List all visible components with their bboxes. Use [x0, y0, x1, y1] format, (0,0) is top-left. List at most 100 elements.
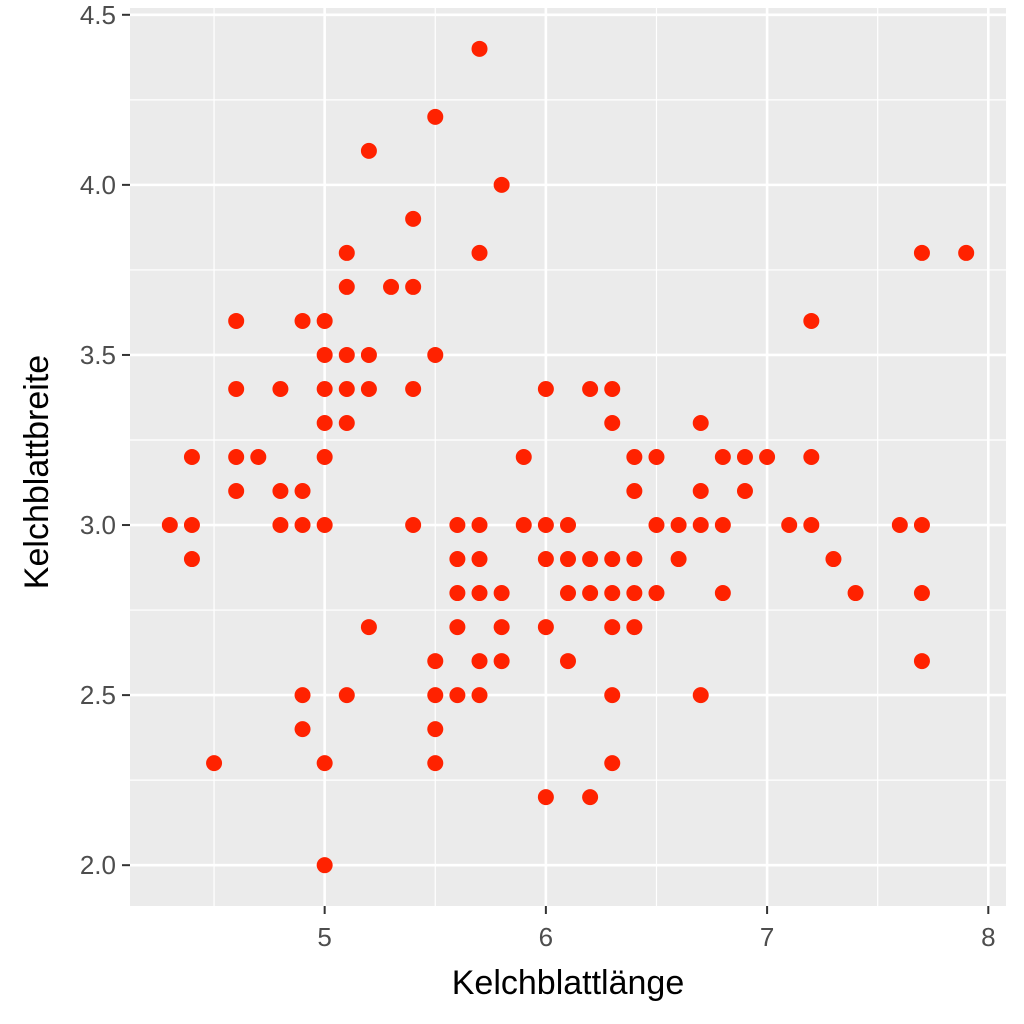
data-point: [427, 653, 444, 670]
data-point: [338, 380, 355, 397]
data-point: [825, 551, 842, 568]
data-point: [493, 176, 510, 193]
data-point: [206, 755, 223, 772]
y-tick-label: 3.5: [80, 340, 116, 370]
data-point: [449, 619, 466, 636]
data-point: [537, 551, 554, 568]
data-point: [449, 551, 466, 568]
data-point: [427, 755, 444, 772]
data-point: [316, 857, 333, 874]
data-point: [228, 312, 245, 329]
data-point: [316, 755, 333, 772]
data-point: [316, 380, 333, 397]
data-point: [626, 551, 643, 568]
data-point: [471, 653, 488, 670]
data-point: [493, 619, 510, 636]
data-point: [250, 449, 267, 465]
y-tick-label: 3.0: [80, 510, 116, 540]
data-point: [626, 449, 643, 465]
data-point: [360, 380, 377, 397]
data-points: [161, 40, 975, 874]
y-tick-label: 4.5: [80, 0, 116, 30]
data-point: [692, 483, 709, 500]
data-point: [471, 517, 488, 534]
data-point: [183, 551, 200, 568]
data-point: [537, 517, 554, 534]
data-point: [803, 449, 820, 465]
data-point: [360, 346, 377, 363]
data-point: [781, 517, 798, 534]
data-point: [493, 585, 510, 602]
data-point: [316, 414, 333, 431]
data-point: [316, 449, 333, 465]
x-axis: 5 6 7 8: [317, 906, 996, 952]
data-point: [449, 585, 466, 602]
data-point: [648, 449, 665, 465]
data-point: [913, 653, 930, 670]
data-point: [228, 449, 245, 465]
data-point: [692, 687, 709, 704]
data-point: [604, 619, 621, 636]
data-point: [604, 551, 621, 568]
data-point: [427, 108, 444, 125]
data-point: [272, 517, 289, 534]
data-point: [582, 585, 599, 602]
data-point: [405, 517, 422, 534]
data-point: [670, 517, 687, 534]
data-point: [161, 517, 178, 534]
data-point: [648, 517, 665, 534]
data-point: [228, 483, 245, 500]
data-point: [272, 380, 289, 397]
data-point: [449, 687, 466, 704]
data-point: [913, 517, 930, 534]
data-point: [427, 346, 444, 363]
data-point: [449, 517, 466, 534]
data-point: [316, 346, 333, 363]
data-point: [913, 585, 930, 602]
data-point: [294, 483, 311, 500]
data-point: [692, 517, 709, 534]
y-tick-label: 2.0: [80, 850, 116, 880]
data-point: [471, 585, 488, 602]
data-point: [338, 346, 355, 363]
x-tick-label: 5: [317, 922, 331, 952]
data-point: [360, 619, 377, 636]
data-point: [958, 244, 975, 261]
y-tick-label: 2.5: [80, 680, 116, 710]
data-point: [692, 414, 709, 431]
data-point: [228, 380, 245, 397]
data-point: [183, 449, 200, 465]
data-point: [360, 142, 377, 159]
data-point: [604, 585, 621, 602]
data-point: [582, 789, 599, 806]
data-point: [405, 210, 422, 227]
x-tick-label: 7: [760, 922, 774, 952]
data-point: [471, 40, 488, 57]
data-point: [471, 244, 488, 261]
data-point: [560, 517, 576, 534]
data-point: [626, 585, 643, 602]
data-point: [338, 414, 355, 431]
data-point: [383, 278, 400, 295]
y-tick-label: 4.0: [80, 170, 116, 200]
data-point: [294, 312, 311, 329]
data-point: [338, 244, 355, 261]
data-point: [560, 551, 576, 568]
y-axis: 2.0 2.5 3.0 3.5 4.0 4.5: [80, 0, 130, 880]
data-point: [736, 483, 753, 500]
data-point: [316, 312, 333, 329]
data-point: [604, 687, 621, 704]
data-point: [714, 585, 731, 602]
x-axis-title: Kelchblattlänge: [452, 964, 685, 1002]
data-point: [294, 517, 311, 534]
data-point: [405, 380, 422, 397]
data-point: [759, 449, 776, 465]
data-point: [493, 653, 510, 670]
data-point: [515, 449, 532, 465]
data-point: [515, 517, 532, 534]
data-point: [891, 517, 908, 534]
data-point: [582, 380, 599, 397]
data-point: [847, 585, 864, 602]
x-tick-label: 6: [539, 922, 553, 952]
